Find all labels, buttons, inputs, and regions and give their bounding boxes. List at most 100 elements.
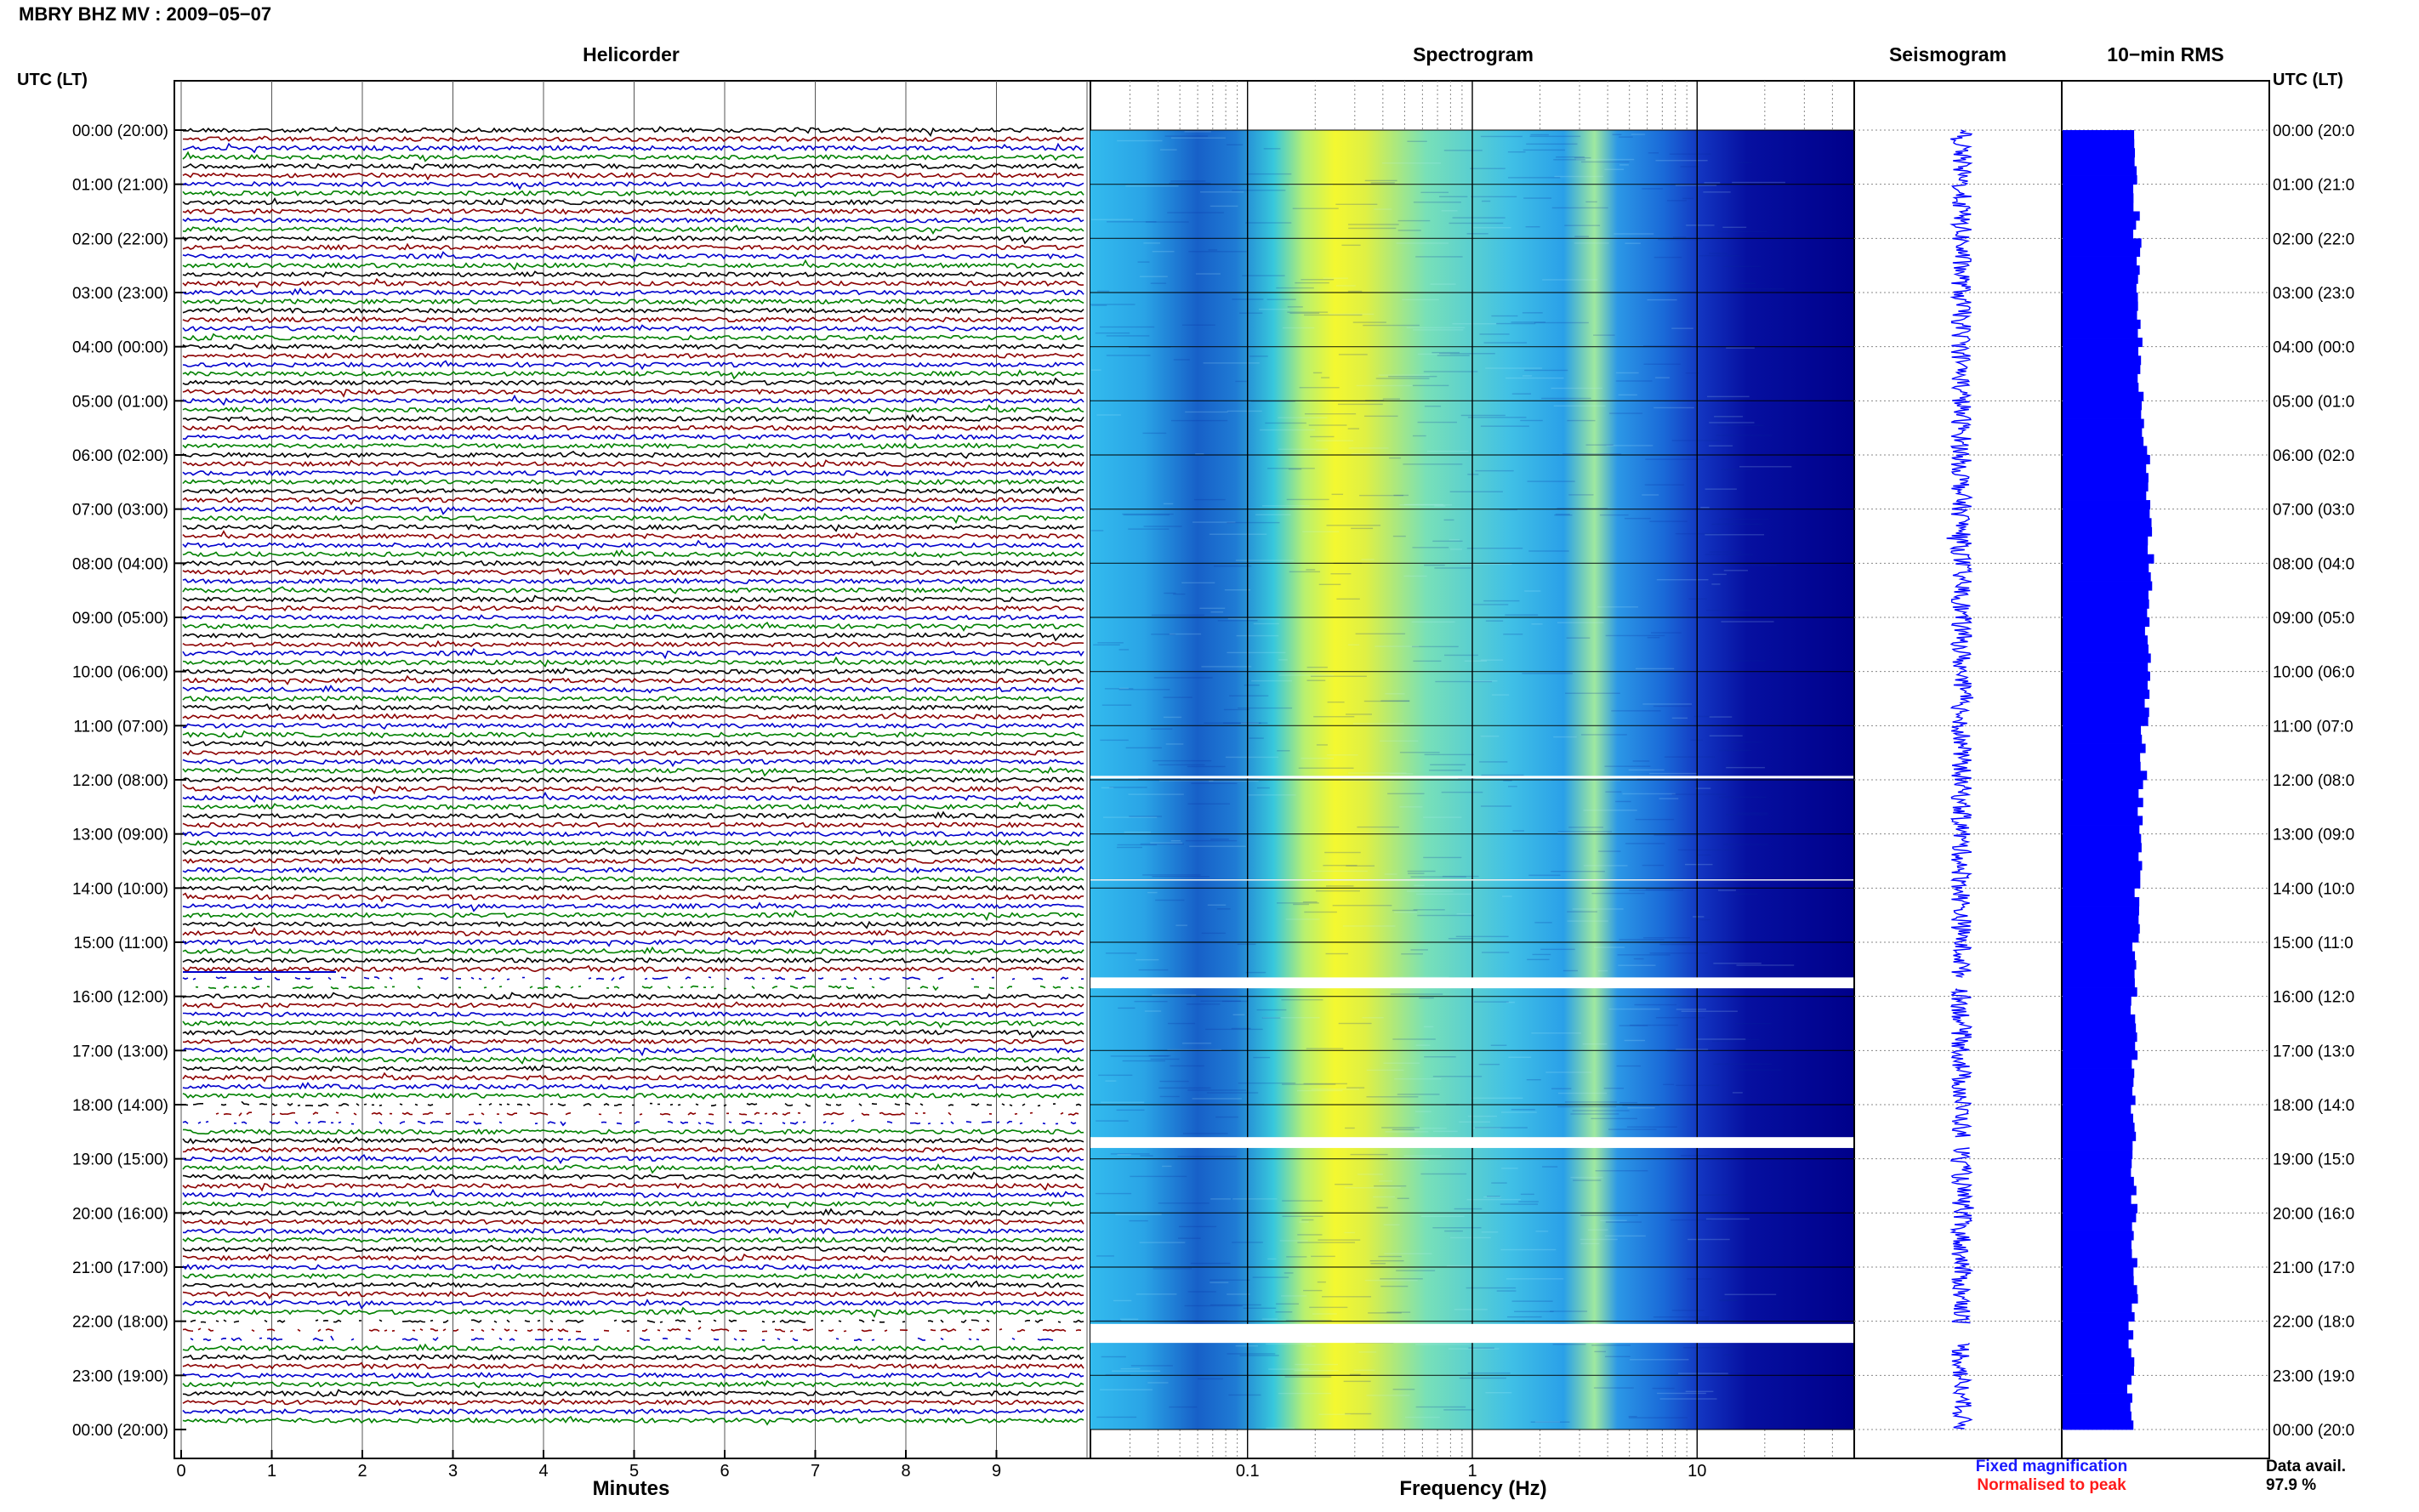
helicorder-trace xyxy=(182,920,1084,929)
helicorder-trace xyxy=(182,946,1084,956)
spectrogram-texture xyxy=(1480,135,1523,138)
helicorder-trace xyxy=(182,530,1084,540)
helicorder-trace xyxy=(182,1371,1084,1379)
rms-bar xyxy=(2063,816,2143,826)
spectrogram-texture xyxy=(1101,1101,1145,1103)
spectrogram-texture xyxy=(1136,958,1159,961)
spectrogram-texture xyxy=(1534,1421,1561,1423)
spectrogram-panel xyxy=(1090,80,1855,1459)
spectrogram-texture xyxy=(1190,1262,1231,1265)
spectrogram-texture xyxy=(1723,1354,1733,1356)
spectrogram-texture xyxy=(1417,914,1474,917)
helicorder-trace xyxy=(182,866,1084,874)
helicorder-trace xyxy=(182,504,1084,515)
spectrogram-texture xyxy=(1293,903,1309,906)
spectrogram-texture xyxy=(1337,403,1383,406)
spectrogram-texture xyxy=(1407,140,1427,142)
helicorder-trace xyxy=(182,479,1084,486)
spectrogram-texture xyxy=(1231,1027,1251,1030)
spectrogram-texture xyxy=(1253,1056,1271,1059)
spectrogram-texture xyxy=(1090,530,1104,531)
spectrogram-texture xyxy=(1681,1010,1738,1012)
spectrogram-texture xyxy=(1323,277,1348,279)
spectrogram-texture xyxy=(1687,1278,1712,1280)
minute-tick-label: 8 xyxy=(901,1462,910,1481)
spectrogram-texture xyxy=(1144,1010,1162,1012)
spectrogram-texture xyxy=(1651,632,1682,634)
spectrogram-texture xyxy=(1216,908,1231,910)
spectrogram-texture xyxy=(1426,450,1469,452)
spectrogram-texture xyxy=(1732,288,1785,290)
spectrogram-texture xyxy=(1481,1231,1499,1233)
helicorder-trace xyxy=(182,1398,1084,1407)
spectrogram-texture xyxy=(1147,891,1158,894)
helicorder-frame xyxy=(174,80,1091,1459)
minutes-axis-label: Minutes xyxy=(593,1477,670,1500)
spectrogram-texture xyxy=(1739,466,1792,468)
helicorder-trace xyxy=(182,549,1084,559)
spectrogram-texture xyxy=(1299,1221,1309,1223)
helicorder-trace xyxy=(182,388,1084,398)
spectrogram-texture xyxy=(1595,1170,1648,1172)
spectrogram-texture xyxy=(1598,850,1621,852)
spectrogram-texture xyxy=(1125,747,1162,749)
helicorder-trace xyxy=(182,936,1084,947)
rms-bar xyxy=(2063,1203,2137,1214)
rms-bar xyxy=(2063,1375,2132,1385)
spectrogram-texture xyxy=(1557,508,1608,509)
spectrogram-texture xyxy=(1374,1185,1407,1187)
rms-bar xyxy=(2063,310,2137,321)
spectrogram-texture xyxy=(1140,1155,1153,1157)
helicorder-trace xyxy=(182,992,1084,1001)
spectrogram-texture xyxy=(1206,1092,1259,1094)
helicorder-trace xyxy=(182,712,1084,721)
spectrogram-texture xyxy=(1481,774,1524,776)
spectrogram-texture xyxy=(1263,148,1281,150)
spectrogram-texture xyxy=(1557,831,1613,833)
hour-label-right: 02:00 (22:0 xyxy=(2273,230,2354,248)
spectrogram-texture xyxy=(1105,1080,1117,1082)
spectrogram-texture xyxy=(1416,893,1471,895)
helicorder-trace xyxy=(182,1236,1084,1244)
spectrogram-texture xyxy=(1335,1183,1353,1185)
spectrogram-texture xyxy=(1103,816,1158,818)
rms-bar xyxy=(2063,653,2151,663)
spectrogram-texture xyxy=(1346,865,1375,867)
spectrogram-texture xyxy=(1261,1318,1278,1320)
spectrogram-texture xyxy=(1370,182,1395,184)
spectrogram-texture xyxy=(1693,715,1714,718)
spectrogram-texture xyxy=(1642,345,1692,347)
spectrogram-texture xyxy=(1503,780,1512,782)
rms-bar xyxy=(2063,148,2136,158)
spectrogram-texture xyxy=(1169,182,1211,185)
spectrogram-texture xyxy=(1709,551,1742,553)
spectrogram-texture xyxy=(1201,666,1252,668)
spectrogram-texture xyxy=(1500,1203,1539,1205)
spectrogram-texture xyxy=(1518,1201,1539,1202)
spectrogram-texture xyxy=(1118,689,1170,691)
rms-bar xyxy=(2063,1150,2133,1160)
spectrogram-texture xyxy=(1441,210,1458,212)
spectrogram-texture xyxy=(1287,311,1329,313)
spectrogram-texture xyxy=(1285,918,1320,920)
spectrogram-texture xyxy=(1289,571,1321,573)
hour-label-right: 19:00 (15:0 xyxy=(2273,1151,2354,1169)
spectrogram-texture xyxy=(1685,863,1713,866)
rms-bar xyxy=(2063,274,2138,284)
spectrogram-texture xyxy=(1471,227,1511,229)
rms-bar xyxy=(2063,906,2139,916)
helicorder-trace xyxy=(182,1188,1084,1198)
rms-bar xyxy=(2063,987,2137,998)
hour-label-right: 06:00 (02:0 xyxy=(2273,447,2354,465)
spectrogram-texture xyxy=(1438,196,1468,197)
hour-label-left: 22:00 (18:00) xyxy=(72,1314,168,1332)
spectrogram-texture xyxy=(1485,1391,1512,1394)
helicorder-trace xyxy=(182,957,1084,964)
spectrogram-texture xyxy=(1432,540,1463,543)
spectrogram-texture xyxy=(1531,1032,1581,1034)
rms-bar xyxy=(2063,500,2151,510)
spectrogram-texture xyxy=(1292,207,1339,209)
spectrogram-texture xyxy=(1480,659,1504,661)
hour-label-left: 06:00 (02:00) xyxy=(72,447,168,465)
spectrogram-texture xyxy=(1615,380,1653,382)
